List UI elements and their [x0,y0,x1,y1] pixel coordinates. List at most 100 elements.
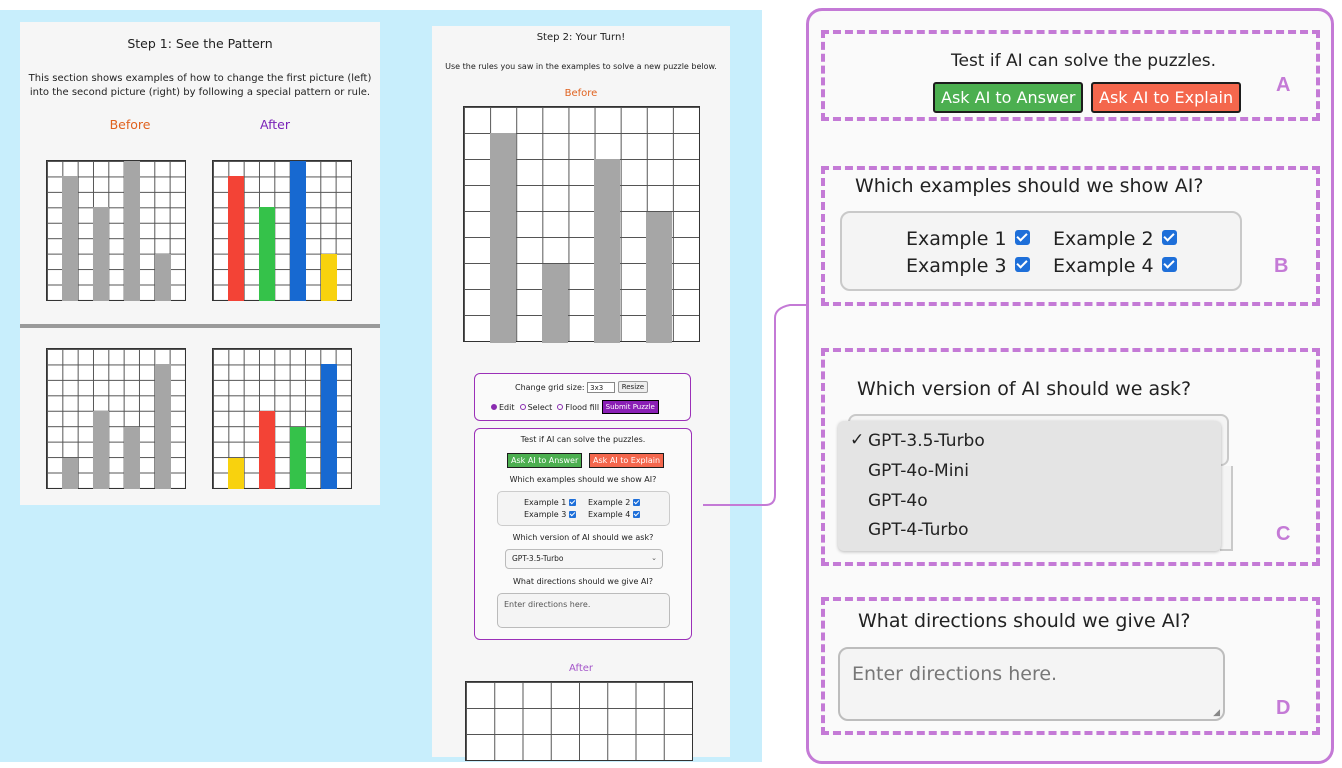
grid-bar [155,254,171,301]
example-3-label: Example 3 [524,510,567,519]
grid-bar [93,207,109,301]
example-4-checkbox[interactable] [632,511,640,518]
grid-bar [290,161,306,301]
example-4-label: Example 4 [1053,255,1154,277]
example-2-option-small[interactable]: Example 2 [588,498,640,507]
examples-box-small: Example 1 Example 2 Example 3 Example 4 [497,491,670,526]
example-3-label: Example 3 [906,255,1007,277]
resize-button[interactable]: Resize [617,381,649,393]
example1-after-grid [212,160,352,301]
step2-after-label: After [568,663,593,674]
directions-question-small: What directions should we give AI? [513,577,653,586]
select-label: Select [527,402,553,412]
grid-size-input[interactable]: 3x3 [587,381,616,393]
mode-row: Edit Select Flood fill Submit Puzzle [491,400,659,414]
step1-after-label: After [259,117,291,132]
example-1-option[interactable]: Example 1 [906,228,1030,250]
step1-description: This section shows examples of how to ch… [28,73,372,98]
grid-controls-box: Change grid size: 3x3 Resize Edit Select… [474,373,691,421]
step2-before-label: Before [564,88,598,99]
examples-question: Which examples should we show AI? [855,175,1204,197]
example-2-checkbox[interactable] [1161,230,1177,245]
zoom-panel [806,8,1334,764]
example1-before-grid [46,160,186,301]
selected-check-icon: ✓ [850,430,865,450]
option-gpt-4o-mini[interactable]: GPT-4o-Mini [868,461,969,481]
directions-textarea-small[interactable]: Enter directions here. [497,593,670,628]
version-question: Which version of AI should we ask? [857,378,1192,400]
grid-bar [259,207,275,301]
version-dropdown-menu: ✓ GPT-3.5-Turbo GPT-4o-Mini GPT-4o GPT-4… [838,421,1221,551]
grid-size-row: Change grid size: 3x3 Resize [515,381,649,393]
version-select-value: GPT-3.5-Turbo [512,554,564,563]
step1-before-label: Before [109,117,151,132]
section-a-frame [821,30,1320,121]
step2-panel: Step 2: Your Turn! Use the rules you saw… [432,26,730,761]
grid-bar [124,427,140,489]
example-1-checkbox[interactable] [1014,230,1030,245]
option-gpt-4o[interactable]: GPT-4o [868,491,928,511]
grid-size-label: Change grid size: [515,382,585,392]
ask-ai-explain-button-small[interactable]: Ask AI to Explain [589,453,665,468]
flood-fill-radio[interactable] [557,404,564,410]
examples-box [840,211,1242,291]
example-2-checkbox[interactable] [632,499,640,506]
grid-bar [62,458,78,489]
grid-bar [290,427,306,489]
directions-textarea[interactable]: Enter directions here. ◢ [838,647,1225,721]
ask-ai-explain-button[interactable]: Ask AI to Explain [1091,82,1242,113]
ai-controls-box: Test if AI can solve the puzzles. Ask AI… [474,428,692,640]
edit-radio[interactable] [491,404,497,410]
example-3-option[interactable]: Example 3 [906,255,1030,277]
grid-bar [321,364,337,489]
directions-question: What directions should we give AI? [858,610,1191,632]
grid-bar [542,264,568,343]
example-1-label: Example 1 [524,498,567,507]
grid-bar [594,159,620,343]
example-2-option[interactable]: Example 2 [1053,228,1177,250]
grid-bar [490,133,516,343]
puzzle-before-grid[interactable] [463,106,700,343]
section-d-frame [821,597,1320,735]
resize-handle-icon[interactable]: ◢ [1213,708,1220,718]
test-ai-text: Test if AI can solve the puzzles. [951,51,1217,71]
grid-bar [124,161,140,301]
step2-title: Step 2: Your Turn! [536,32,626,43]
example-4-checkbox[interactable] [1161,257,1177,272]
examples-divider [20,324,380,328]
ask-ai-answer-button-small[interactable]: Ask AI to Answer [507,453,583,468]
version-select-edge [1220,466,1233,551]
grid-bar [228,176,244,301]
puzzle-after-grid[interactable] [465,681,693,761]
example-1-option-small[interactable]: Example 1 [524,498,576,507]
example-4-label: Example 4 [588,510,631,519]
grid-bar [259,411,275,489]
example-1-checkbox[interactable] [568,499,576,506]
grid-bar [321,254,337,301]
grid-bar [155,364,171,489]
section-c-frame [821,348,1320,566]
step2-description: Use the rules you saw in the examples to… [445,62,717,71]
example-1-label: Example 1 [906,228,1007,250]
example-4-option[interactable]: Example 4 [1053,255,1177,277]
grid-bar [646,212,672,343]
step1-panel: Step 1: See the Pattern This section sho… [20,22,380,505]
option-gpt-4-turbo[interactable]: GPT-4-Turbo [868,520,969,540]
step1-title: Step 1: See the Pattern [127,36,273,51]
example-3-checkbox[interactable] [568,511,576,518]
grid-bar [228,458,244,489]
grid-bar [62,176,78,301]
version-select-small[interactable]: GPT-3.5-Turbo ⌄ [505,549,663,569]
option-gpt-3-5-turbo[interactable]: GPT-3.5-Turbo [868,431,985,451]
edit-label: Edit [499,402,515,412]
example-4-option-small[interactable]: Example 4 [588,510,640,519]
section-c-letter: C [1276,523,1291,545]
example-2-label: Example 2 [588,498,631,507]
example-3-checkbox[interactable] [1014,257,1030,272]
section-d-letter: D [1276,697,1291,719]
example-3-option-small[interactable]: Example 3 [524,510,576,519]
ask-ai-answer-button[interactable]: Ask AI to Answer [933,82,1084,113]
select-radio[interactable] [519,404,526,410]
submit-puzzle-button[interactable]: Submit Puzzle [601,400,659,414]
